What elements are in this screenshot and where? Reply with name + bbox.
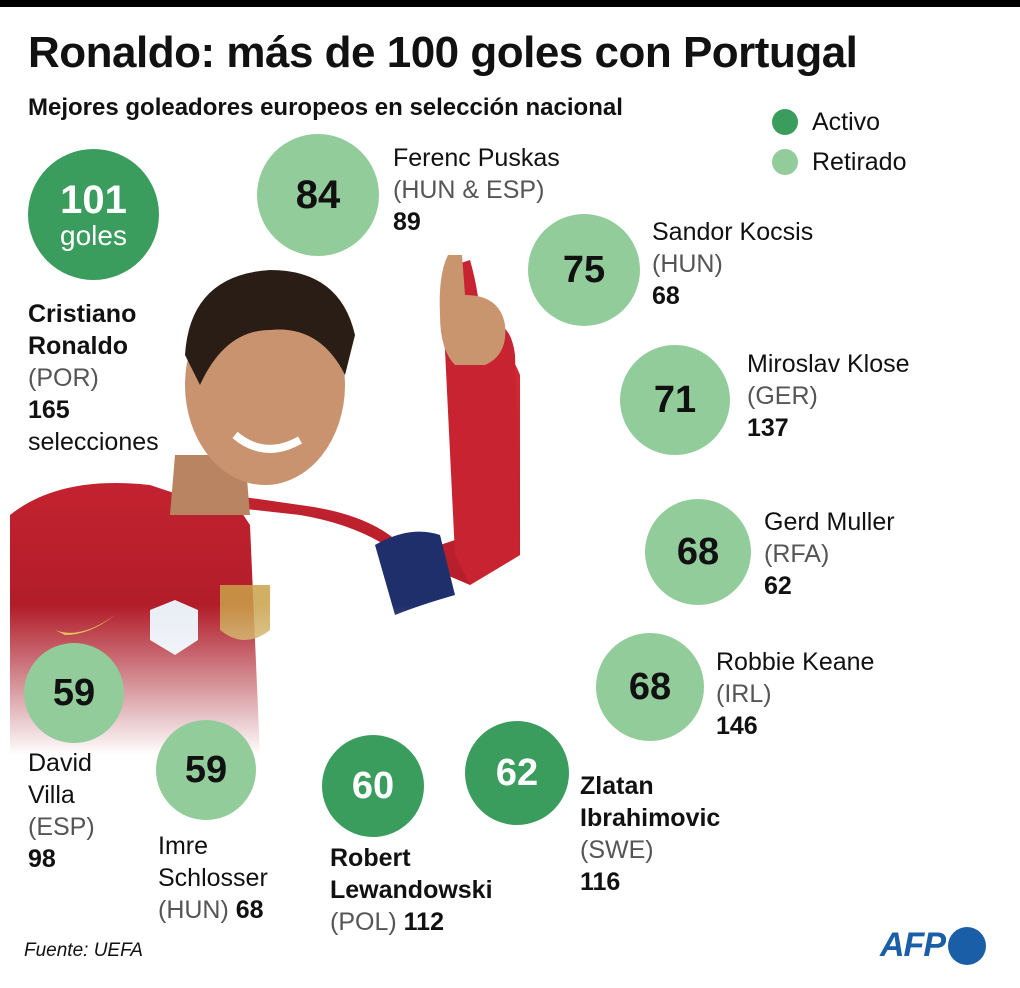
label-puskas: Ferenc Puskas (HUN & ESP) 89 xyxy=(393,142,560,238)
bubble-ronaldo: 101 goles xyxy=(28,149,159,280)
puskas-name: Ferenc Puskas xyxy=(393,144,560,172)
klose-country: (GER) xyxy=(747,382,818,410)
schlosser-country: (HUN) xyxy=(158,896,229,924)
afp-logo-dot xyxy=(948,926,986,965)
ronaldo-caps: 165 xyxy=(28,396,70,424)
lewandowski-goals-value: 60 xyxy=(351,764,395,807)
label-villa: David Villa (ESP) 98 xyxy=(28,747,95,875)
bubble-keane: 68 xyxy=(596,633,704,741)
legend-label-active: Activo xyxy=(812,107,881,136)
bubble-schlosser: 59 xyxy=(156,720,256,820)
ibrahimovic-name-line1: Zlatan xyxy=(580,772,654,800)
ronaldo-country: (POR) xyxy=(28,364,99,392)
ronaldo-name-line1: Cristiano xyxy=(28,300,137,328)
player-photo-illustration xyxy=(0,255,540,755)
label-ronaldo: Cristiano Ronaldo (POR) 165 selecciones xyxy=(28,298,159,458)
afp-logo-text: AFP xyxy=(880,926,946,964)
ibrahimovic-country: (SWE) xyxy=(580,836,654,864)
keane-caps: 146 xyxy=(716,712,758,740)
bubble-puskas: 84 xyxy=(257,134,379,256)
ibrahimovic-caps: 116 xyxy=(580,868,621,896)
afp-logo: AFP xyxy=(880,926,986,965)
puskas-goals-value: 84 xyxy=(295,172,341,217)
chart-subtitle: Mejores goleadores europeos en selección… xyxy=(28,94,623,121)
keane-goals-value: 68 xyxy=(628,665,672,708)
villa-country: (ESP) xyxy=(28,813,95,841)
villa-caps: 98 xyxy=(28,845,56,873)
muller-name: Gerd Muller xyxy=(764,508,895,536)
villa-name-line1: David xyxy=(28,749,92,777)
label-keane: Robbie Keane (IRL) 146 xyxy=(716,646,874,742)
bubble-lewandowski: 60 xyxy=(322,735,424,837)
kocsis-goals-value: 75 xyxy=(562,248,606,291)
muller-goals-value: 68 xyxy=(676,530,720,573)
puskas-country: (HUN & ESP) xyxy=(393,176,545,204)
klose-goals-value: 71 xyxy=(653,378,697,421)
bubble-klose: 71 xyxy=(620,345,730,455)
legend-item-active: Activo xyxy=(772,102,907,142)
legend: Activo Retirado xyxy=(772,102,907,182)
muller-country: (RFA) xyxy=(764,540,830,568)
bubble-villa: 59 xyxy=(24,643,124,743)
lewandowski-name-line1: Robert xyxy=(330,844,411,872)
ronaldo-goals-unit: goles xyxy=(60,219,127,251)
legend-label-retired: Retirado xyxy=(812,147,907,176)
label-schlosser: Imre Schlosser (HUN) 68 xyxy=(158,830,268,926)
lewandowski-country: (POL) xyxy=(330,908,397,936)
kocsis-caps: 68 xyxy=(652,282,680,310)
chart-title: Ronaldo: más de 100 goles con Portugal xyxy=(28,28,858,77)
kocsis-name: Sandor Kocsis xyxy=(652,218,814,246)
lewandowski-caps: 112 xyxy=(403,908,444,936)
source-note: Fuente: UEFA xyxy=(24,940,143,961)
bubble-kocsis: 75 xyxy=(528,214,640,326)
bubble-muller: 68 xyxy=(645,499,751,605)
label-muller: Gerd Muller (RFA) 62 xyxy=(764,506,895,602)
keane-country: (IRL) xyxy=(716,680,772,708)
villa-name-line2: Villa xyxy=(28,781,75,809)
label-kocsis: Sandor Kocsis (HUN) 68 xyxy=(652,216,813,312)
top-rule xyxy=(0,0,1020,7)
label-klose: Miroslav Klose (GER) 137 xyxy=(747,348,910,444)
ibrahimovic-goals-value: 62 xyxy=(495,751,539,794)
bubble-ibrahimovic: 62 xyxy=(465,721,569,825)
muller-caps: 62 xyxy=(764,572,792,600)
ronaldo-name-line2: Ronaldo xyxy=(28,332,128,360)
ibrahimovic-name-line2: Ibrahimovic xyxy=(580,804,721,832)
schlosser-caps: 68 xyxy=(235,896,264,924)
keane-name: Robbie Keane xyxy=(716,648,875,676)
ronaldo-caps-label: selecciones xyxy=(28,428,159,456)
klose-name: Miroslav Klose xyxy=(747,350,910,378)
kocsis-country: (HUN) xyxy=(652,250,723,278)
label-lewandowski: Robert Lewandowski (POL) 112 xyxy=(330,842,493,938)
label-ibrahimovic: Zlatan Ibrahimovic (SWE) 116 xyxy=(580,770,720,898)
schlosser-name-line1: Imre xyxy=(158,832,208,860)
lewandowski-name-line2: Lewandowski xyxy=(330,876,493,904)
klose-caps: 137 xyxy=(747,414,789,442)
legend-item-retired: Retirado xyxy=(772,142,907,182)
ronaldo-goals-value: 101 xyxy=(60,177,127,222)
villa-goals-value: 59 xyxy=(52,671,96,714)
legend-swatch-active xyxy=(772,109,798,135)
schlosser-name-line2: Schlosser xyxy=(158,864,268,892)
puskas-caps: 89 xyxy=(393,208,421,236)
legend-swatch-retired xyxy=(772,149,798,175)
schlosser-goals-value: 59 xyxy=(184,748,228,791)
